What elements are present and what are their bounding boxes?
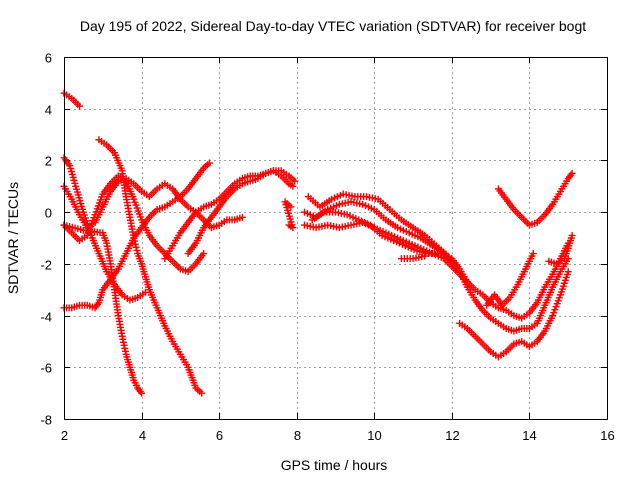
data-point (138, 389, 146, 397)
data-point (463, 278, 471, 286)
plot-frame (64, 57, 608, 420)
data-point (238, 213, 246, 221)
series-t18 (494, 169, 576, 229)
x-tick-label: 6 (216, 428, 223, 443)
y-tick-label: 2 (45, 154, 52, 169)
data-point (568, 169, 576, 177)
x-tick-label: 4 (139, 428, 146, 443)
axis-ticks: 2 4 6 8 10 12 14 16 -8 -6 -4 -2 0 2 4 6 (40, 51, 614, 444)
x-tick-label: 14 (522, 428, 536, 443)
series-t15 (397, 252, 429, 263)
y-tick-label: -4 (40, 310, 52, 325)
data-point (421, 252, 429, 260)
series-t3 (60, 175, 246, 232)
series-t16 (456, 268, 572, 361)
series-t11 (300, 218, 572, 322)
series-t2 (60, 154, 149, 304)
series-t13 (304, 190, 452, 260)
grid (64, 57, 607, 419)
data-point (529, 250, 537, 258)
series-t6 (95, 136, 206, 397)
y-tick-label: 0 (45, 206, 52, 221)
series-t10 (281, 198, 297, 232)
y-axis-label: SDTVAR / TECUs (5, 182, 21, 294)
series-t14 (308, 208, 471, 286)
data-point (200, 250, 208, 258)
series-t5 (60, 159, 213, 312)
data-point (564, 268, 572, 276)
data-point (132, 243, 140, 251)
data-point (130, 234, 138, 242)
series-t8 (161, 167, 297, 263)
y-tick-label: -6 (40, 361, 52, 376)
data-points (60, 89, 576, 397)
data-point (76, 102, 84, 110)
series-t19 (545, 231, 576, 268)
data-point (133, 246, 141, 254)
y-tick-label: -2 (40, 258, 52, 273)
x-tick-label: 8 (294, 428, 301, 443)
data-point (568, 231, 576, 239)
x-tick-label: 2 (61, 428, 68, 443)
data-point (131, 237, 139, 245)
data-point (131, 240, 139, 248)
y-tick-label: -8 (40, 413, 52, 428)
data-point (287, 203, 295, 211)
data-point (291, 177, 299, 185)
series-t1 (60, 89, 84, 110)
data-point (289, 182, 297, 190)
series-t7 (60, 221, 146, 397)
chart-title: Day 195 of 2022, Sidereal Day-to-day VTE… (80, 18, 586, 34)
x-tick-label: 10 (367, 428, 381, 443)
y-tick-label: 6 (45, 51, 52, 66)
series-t9 (184, 167, 299, 258)
data-point (205, 159, 213, 167)
data-point (198, 389, 206, 397)
x-tick-label: 12 (445, 428, 459, 443)
series-t17 (483, 250, 537, 309)
x-axis-label: GPS time / hours (281, 457, 388, 473)
y-tick-label: 4 (45, 103, 52, 118)
x-tick-label: 16 (600, 428, 614, 443)
